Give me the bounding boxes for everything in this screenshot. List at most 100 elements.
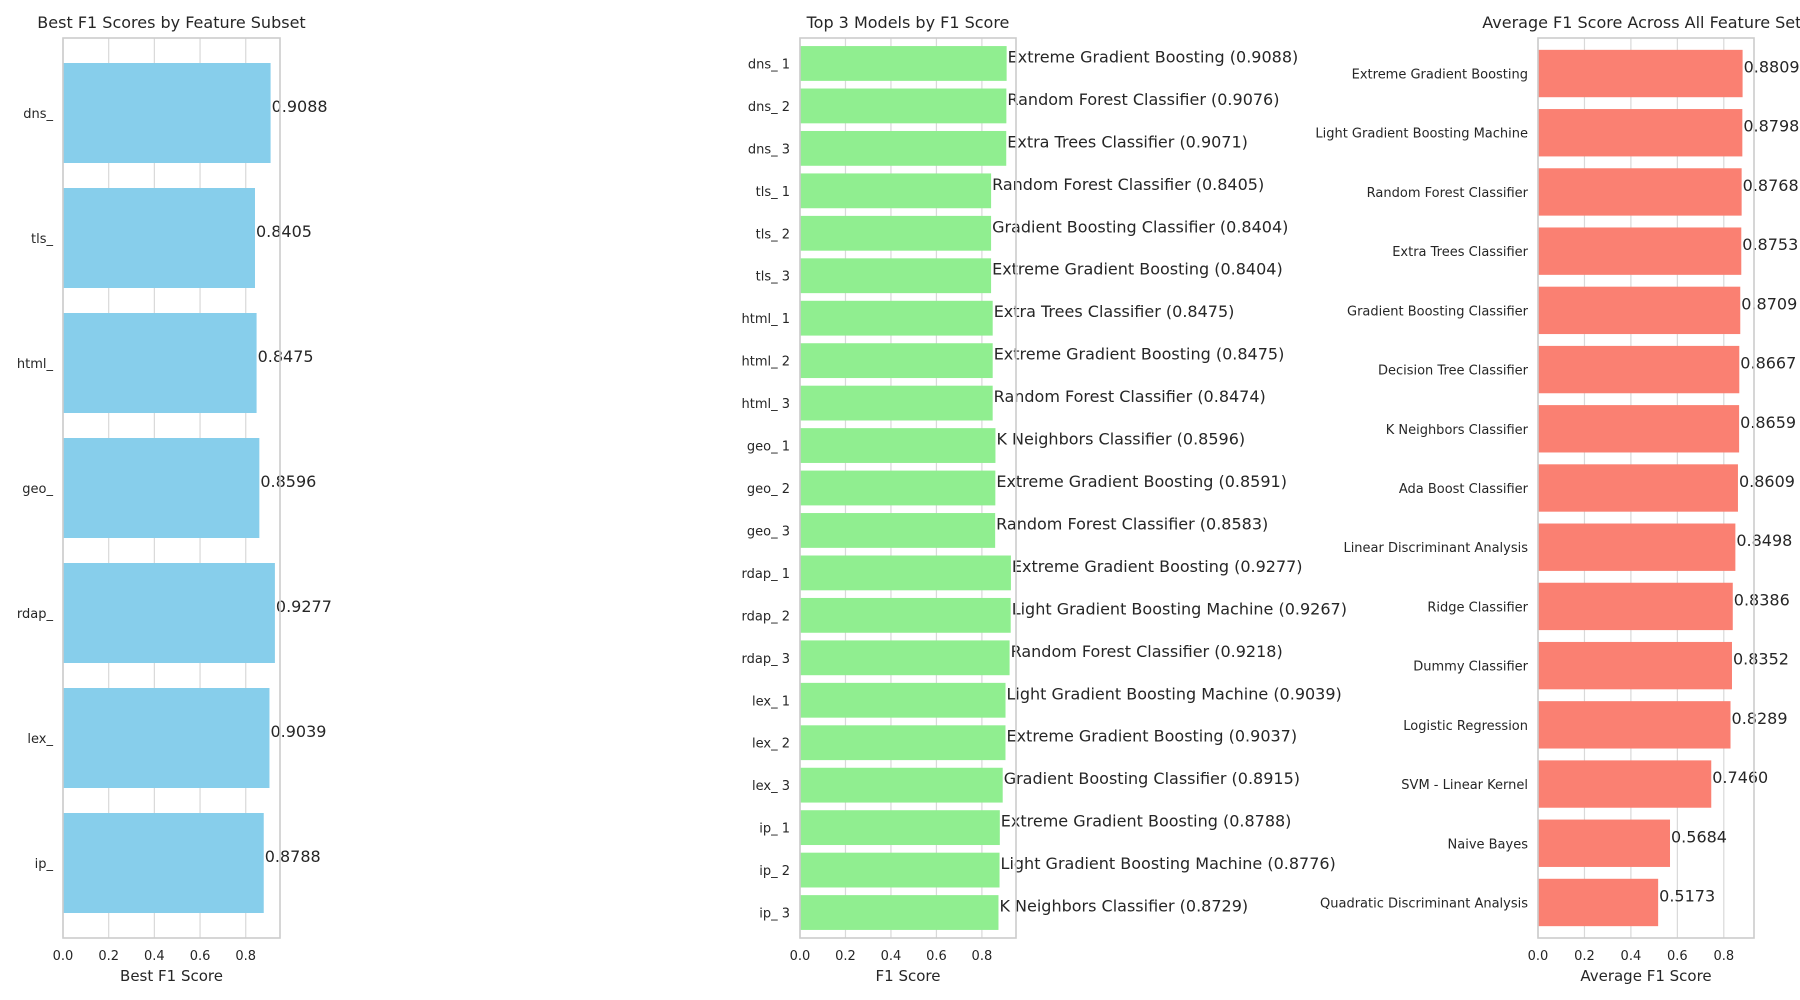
category-label: Linear Discriminant Analysis: [1343, 541, 1528, 556]
bar: [63, 188, 255, 288]
category-label: Extreme Gradient Boosting: [1352, 68, 1528, 83]
category-label: Logistic Regression: [1403, 719, 1528, 734]
chart-title: Best F1 Scores by Feature Subset: [37, 13, 305, 32]
value-label: 0.8753: [1742, 235, 1798, 254]
category-label: Dummy Classifier: [1413, 660, 1528, 675]
bar: [63, 688, 270, 788]
bar: [1538, 819, 1671, 867]
category-label: SVM - Linear Kernel: [1401, 778, 1528, 793]
value-label: 0.8498: [1736, 531, 1792, 550]
category-label: geo_ 1: [747, 440, 790, 455]
category-label: lex_ 2: [752, 737, 790, 752]
x-axis-label: Best F1 Score: [120, 967, 223, 985]
value-label: Extreme Gradient Boosting (0.9037): [1006, 727, 1297, 746]
bar: [1538, 701, 1731, 749]
category-label: tls_ 1: [756, 185, 790, 200]
x-tick-label: 0.4: [881, 949, 902, 964]
value-label: 0.8609: [1739, 472, 1795, 491]
category-label: tls_ 3: [756, 270, 790, 285]
category-label: rdap_: [17, 607, 54, 622]
value-label: Extra Trees Classifier (0.8475): [994, 302, 1235, 321]
value-label: 0.8405: [256, 222, 312, 241]
value-label: Extreme Gradient Boosting (0.8788): [1001, 812, 1292, 831]
bar: [800, 555, 1011, 591]
value-label: 0.8788: [265, 847, 321, 866]
bar: [800, 215, 992, 251]
x-tick-label: 0.8: [972, 949, 993, 964]
bar: [63, 63, 271, 163]
value-label: 0.9277: [276, 597, 332, 616]
category-label: Decision Tree Classifier: [1378, 364, 1529, 379]
bar: [800, 88, 1007, 124]
chart-title: Top 3 Models by F1 Score: [806, 13, 1010, 32]
value-label: 0.7460: [1712, 768, 1768, 787]
value-label: Random Forest Classifier (0.9218): [1011, 642, 1283, 661]
value-label: 0.8475: [258, 347, 314, 366]
category-label: rdap_ 3: [742, 652, 791, 667]
bar: [1538, 345, 1740, 394]
value-label: 0.5173: [1659, 886, 1715, 905]
value-label: 0.9039: [270, 722, 326, 741]
value-label: 0.8809: [1744, 58, 1800, 77]
category-label: Gradient Boosting Classifier: [1347, 304, 1529, 319]
bar: [63, 313, 257, 413]
chart-panel-3: 0.0 0.2 0.4 0.6 0.8 Extreme Gradient Boosting…: [1315, 13, 1800, 985]
bar: [800, 343, 993, 379]
category-label: lex_ 3: [752, 779, 790, 794]
bar: [800, 258, 992, 294]
category-label: ip_ 1: [759, 822, 790, 837]
value-label: 0.8352: [1733, 650, 1789, 669]
value-label: Extreme Gradient Boosting (0.8404): [992, 260, 1283, 279]
x-axis-label: Average F1 Score: [1580, 967, 1711, 985]
value-label: Light Gradient Boosting Machine (0.8776): [1001, 854, 1336, 873]
value-label: Gradient Boosting Classifier (0.8915): [1004, 769, 1300, 788]
bar: [800, 597, 1011, 633]
chart-panel-1: 0.0 0.2 0.4 0.6 0.8 dns_ 0.9088 tls_ 0.8405 html_…: [17, 13, 332, 985]
plot-frame: [62, 37, 281, 939]
bar: [1538, 405, 1740, 453]
bar: [1538, 760, 1712, 808]
x-tick-label: 0.4: [1621, 949, 1642, 964]
bar: [63, 438, 260, 538]
category-label: dns_ 1: [748, 57, 790, 72]
value-label: Gradient Boosting Classifier (0.8404): [992, 217, 1288, 236]
category-label: html_ 1: [741, 312, 790, 327]
bar: [1538, 878, 1659, 927]
value-label: Random Forest Classifier (0.9076): [1007, 90, 1279, 109]
bar: [1538, 49, 1743, 98]
bar: [800, 810, 1000, 846]
bar: [800, 385, 993, 421]
value-label: Light Gradient Boosting Machine (0.9267): [1012, 599, 1347, 618]
category-label: tls_: [31, 232, 53, 247]
x-axis-label: F1 Score: [876, 967, 941, 985]
x-tick-label: 0.2: [1574, 949, 1595, 964]
bar: [800, 852, 1000, 888]
value-label: K Neighbors Classifier (0.8729): [999, 897, 1248, 916]
x-tick-label: 0.2: [835, 949, 856, 964]
bar: [800, 640, 1010, 676]
value-label: 0.5684: [1671, 827, 1727, 846]
chart-panel-2: 0.0 0.2 0.4 0.6 0.8 dns_ 1 Extreme Gradient Bo…: [741, 13, 1346, 985]
category-label: dns_ 2: [748, 100, 790, 115]
bar: [800, 682, 1006, 718]
category-label: ip_: [35, 857, 54, 872]
bar: [1538, 168, 1742, 216]
category-label: Ada Boost Classifier: [1399, 482, 1529, 497]
category-label: K Neighbors Classifier: [1386, 423, 1529, 438]
bar: [63, 813, 264, 913]
category-label: Naive Bayes: [1448, 837, 1529, 852]
category-label: html_: [17, 357, 54, 372]
plot-frame: [1537, 37, 1755, 939]
category-label: tls_ 2: [756, 227, 790, 242]
plot-frame: [799, 37, 1017, 939]
bar: [1538, 227, 1742, 275]
value-label: Extreme Gradient Boosting (0.9088): [1008, 47, 1299, 66]
category-label: dns_ 3: [748, 142, 790, 157]
value-label: 0.8596: [260, 472, 316, 491]
category-label: Light Gradient Boosting Machine: [1315, 127, 1528, 142]
category-label: Random Forest Classifier: [1367, 186, 1529, 201]
bar: [800, 428, 996, 463]
bar: [800, 725, 1006, 761]
value-label: 0.8768: [1743, 176, 1799, 195]
